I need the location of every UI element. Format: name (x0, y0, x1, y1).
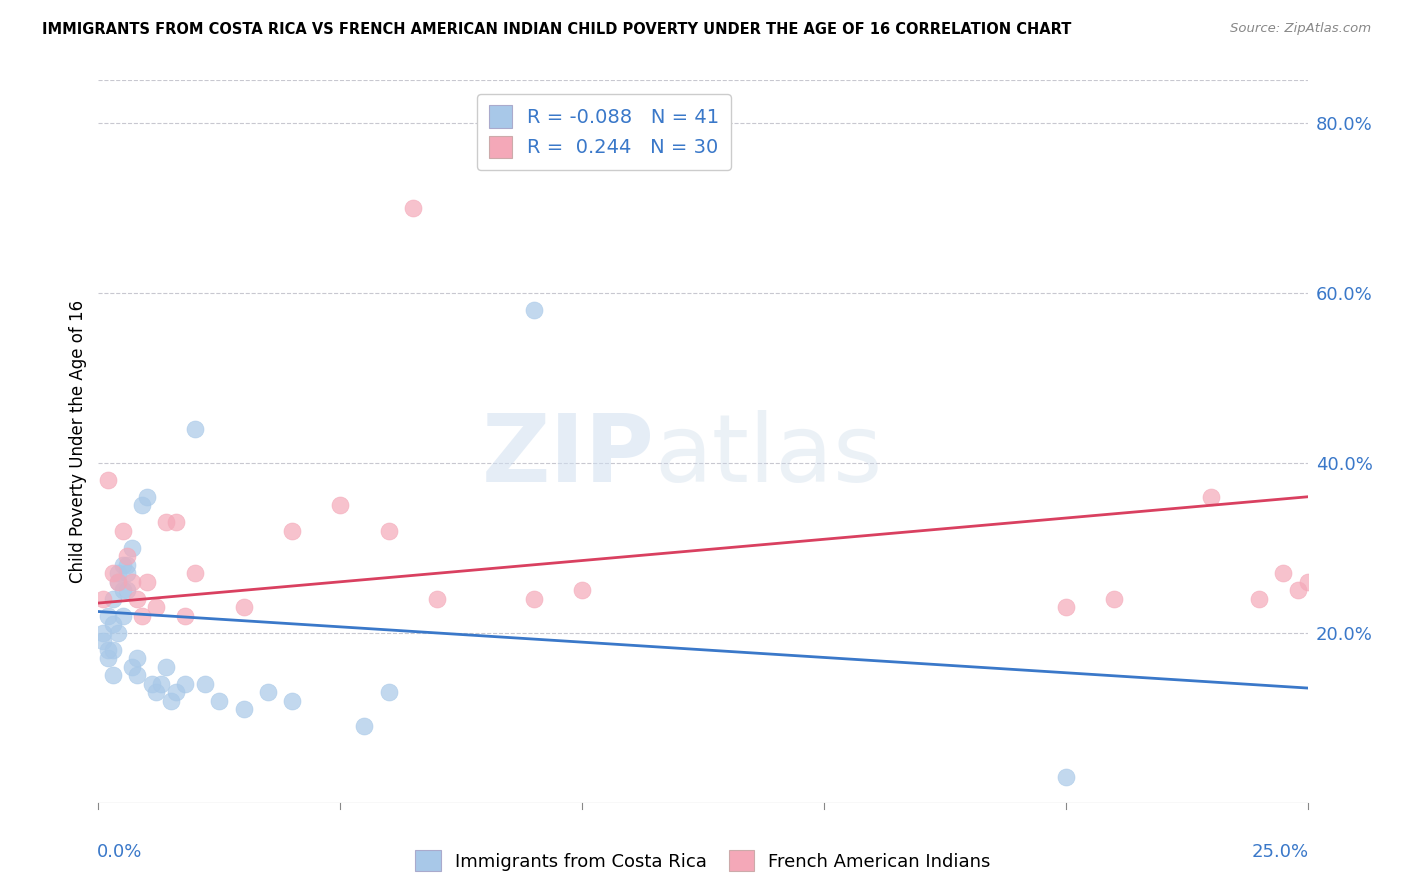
Point (101, 668, 124, 682)
Point (111, 583, 134, 598)
Point (160, 694, 183, 708)
Point (107, 574, 129, 589)
Y-axis label: Child Poverty Under the Age of 16: Child Poverty Under the Age of 16 (69, 300, 87, 583)
Point (97, 651, 120, 665)
Text: Source: ZipAtlas.com: Source: ZipAtlas.com (1230, 22, 1371, 36)
Point (1296, 574, 1319, 589)
Point (329, 498, 352, 512)
Point (91, 625, 114, 640)
Point (117, 549, 139, 564)
Point (127, 668, 149, 682)
Point (91, 591, 114, 606)
Point (111, 608, 134, 623)
Point (523, 302, 546, 317)
Legend: R = -0.088   N = 41, R =  0.244   N = 30: R = -0.088 N = 41, R = 0.244 N = 30 (477, 94, 731, 169)
Point (101, 566, 124, 581)
Point (131, 608, 153, 623)
Point (121, 541, 143, 555)
Point (121, 574, 143, 589)
Point (91, 634, 114, 648)
Point (101, 617, 124, 632)
Point (353, 719, 375, 733)
Point (256, 685, 278, 699)
Point (127, 651, 149, 665)
Point (121, 660, 143, 674)
Point (402, 201, 425, 215)
Point (131, 498, 153, 512)
Point (111, 558, 134, 572)
Point (1102, 591, 1125, 606)
Text: 0.0%: 0.0% (97, 843, 142, 861)
Point (174, 608, 197, 623)
Text: IMMIGRANTS FROM COSTA RICA VS FRENCH AMERICAN INDIAN CHILD POVERTY UNDER THE AGE: IMMIGRANTS FROM COSTA RICA VS FRENCH AME… (42, 22, 1071, 37)
Point (135, 574, 157, 589)
Point (194, 677, 217, 691)
Point (145, 685, 167, 699)
Point (184, 566, 207, 581)
Point (117, 566, 139, 581)
Point (232, 600, 254, 615)
Point (377, 685, 399, 699)
Point (155, 660, 177, 674)
Point (97, 608, 120, 623)
Point (101, 591, 124, 606)
Point (111, 524, 134, 538)
Point (571, 583, 593, 598)
Point (117, 583, 139, 598)
Point (107, 574, 129, 589)
Point (135, 490, 157, 504)
Point (107, 566, 129, 581)
Point (523, 591, 546, 606)
Point (165, 516, 187, 530)
Point (97, 473, 120, 487)
Point (101, 642, 124, 657)
Point (145, 600, 167, 615)
Point (150, 677, 173, 691)
Point (141, 677, 163, 691)
Point (377, 524, 399, 538)
Point (117, 558, 139, 572)
Point (1286, 583, 1309, 598)
Point (281, 524, 304, 538)
Text: atlas: atlas (655, 410, 883, 502)
Point (107, 625, 129, 640)
Point (1054, 600, 1077, 615)
Point (1054, 770, 1077, 784)
Point (426, 591, 449, 606)
Point (174, 677, 197, 691)
Point (208, 694, 231, 708)
Point (155, 516, 177, 530)
Point (232, 702, 254, 716)
Legend: Immigrants from Costa Rica, French American Indians: Immigrants from Costa Rica, French Ameri… (408, 843, 998, 879)
Point (97, 642, 120, 657)
Point (281, 694, 304, 708)
Point (127, 591, 149, 606)
Text: 25.0%: 25.0% (1251, 843, 1309, 861)
Point (184, 422, 207, 436)
Point (1272, 566, 1295, 581)
Text: ZIP: ZIP (482, 410, 655, 502)
Point (1249, 591, 1271, 606)
Point (165, 685, 187, 699)
Point (1199, 490, 1222, 504)
